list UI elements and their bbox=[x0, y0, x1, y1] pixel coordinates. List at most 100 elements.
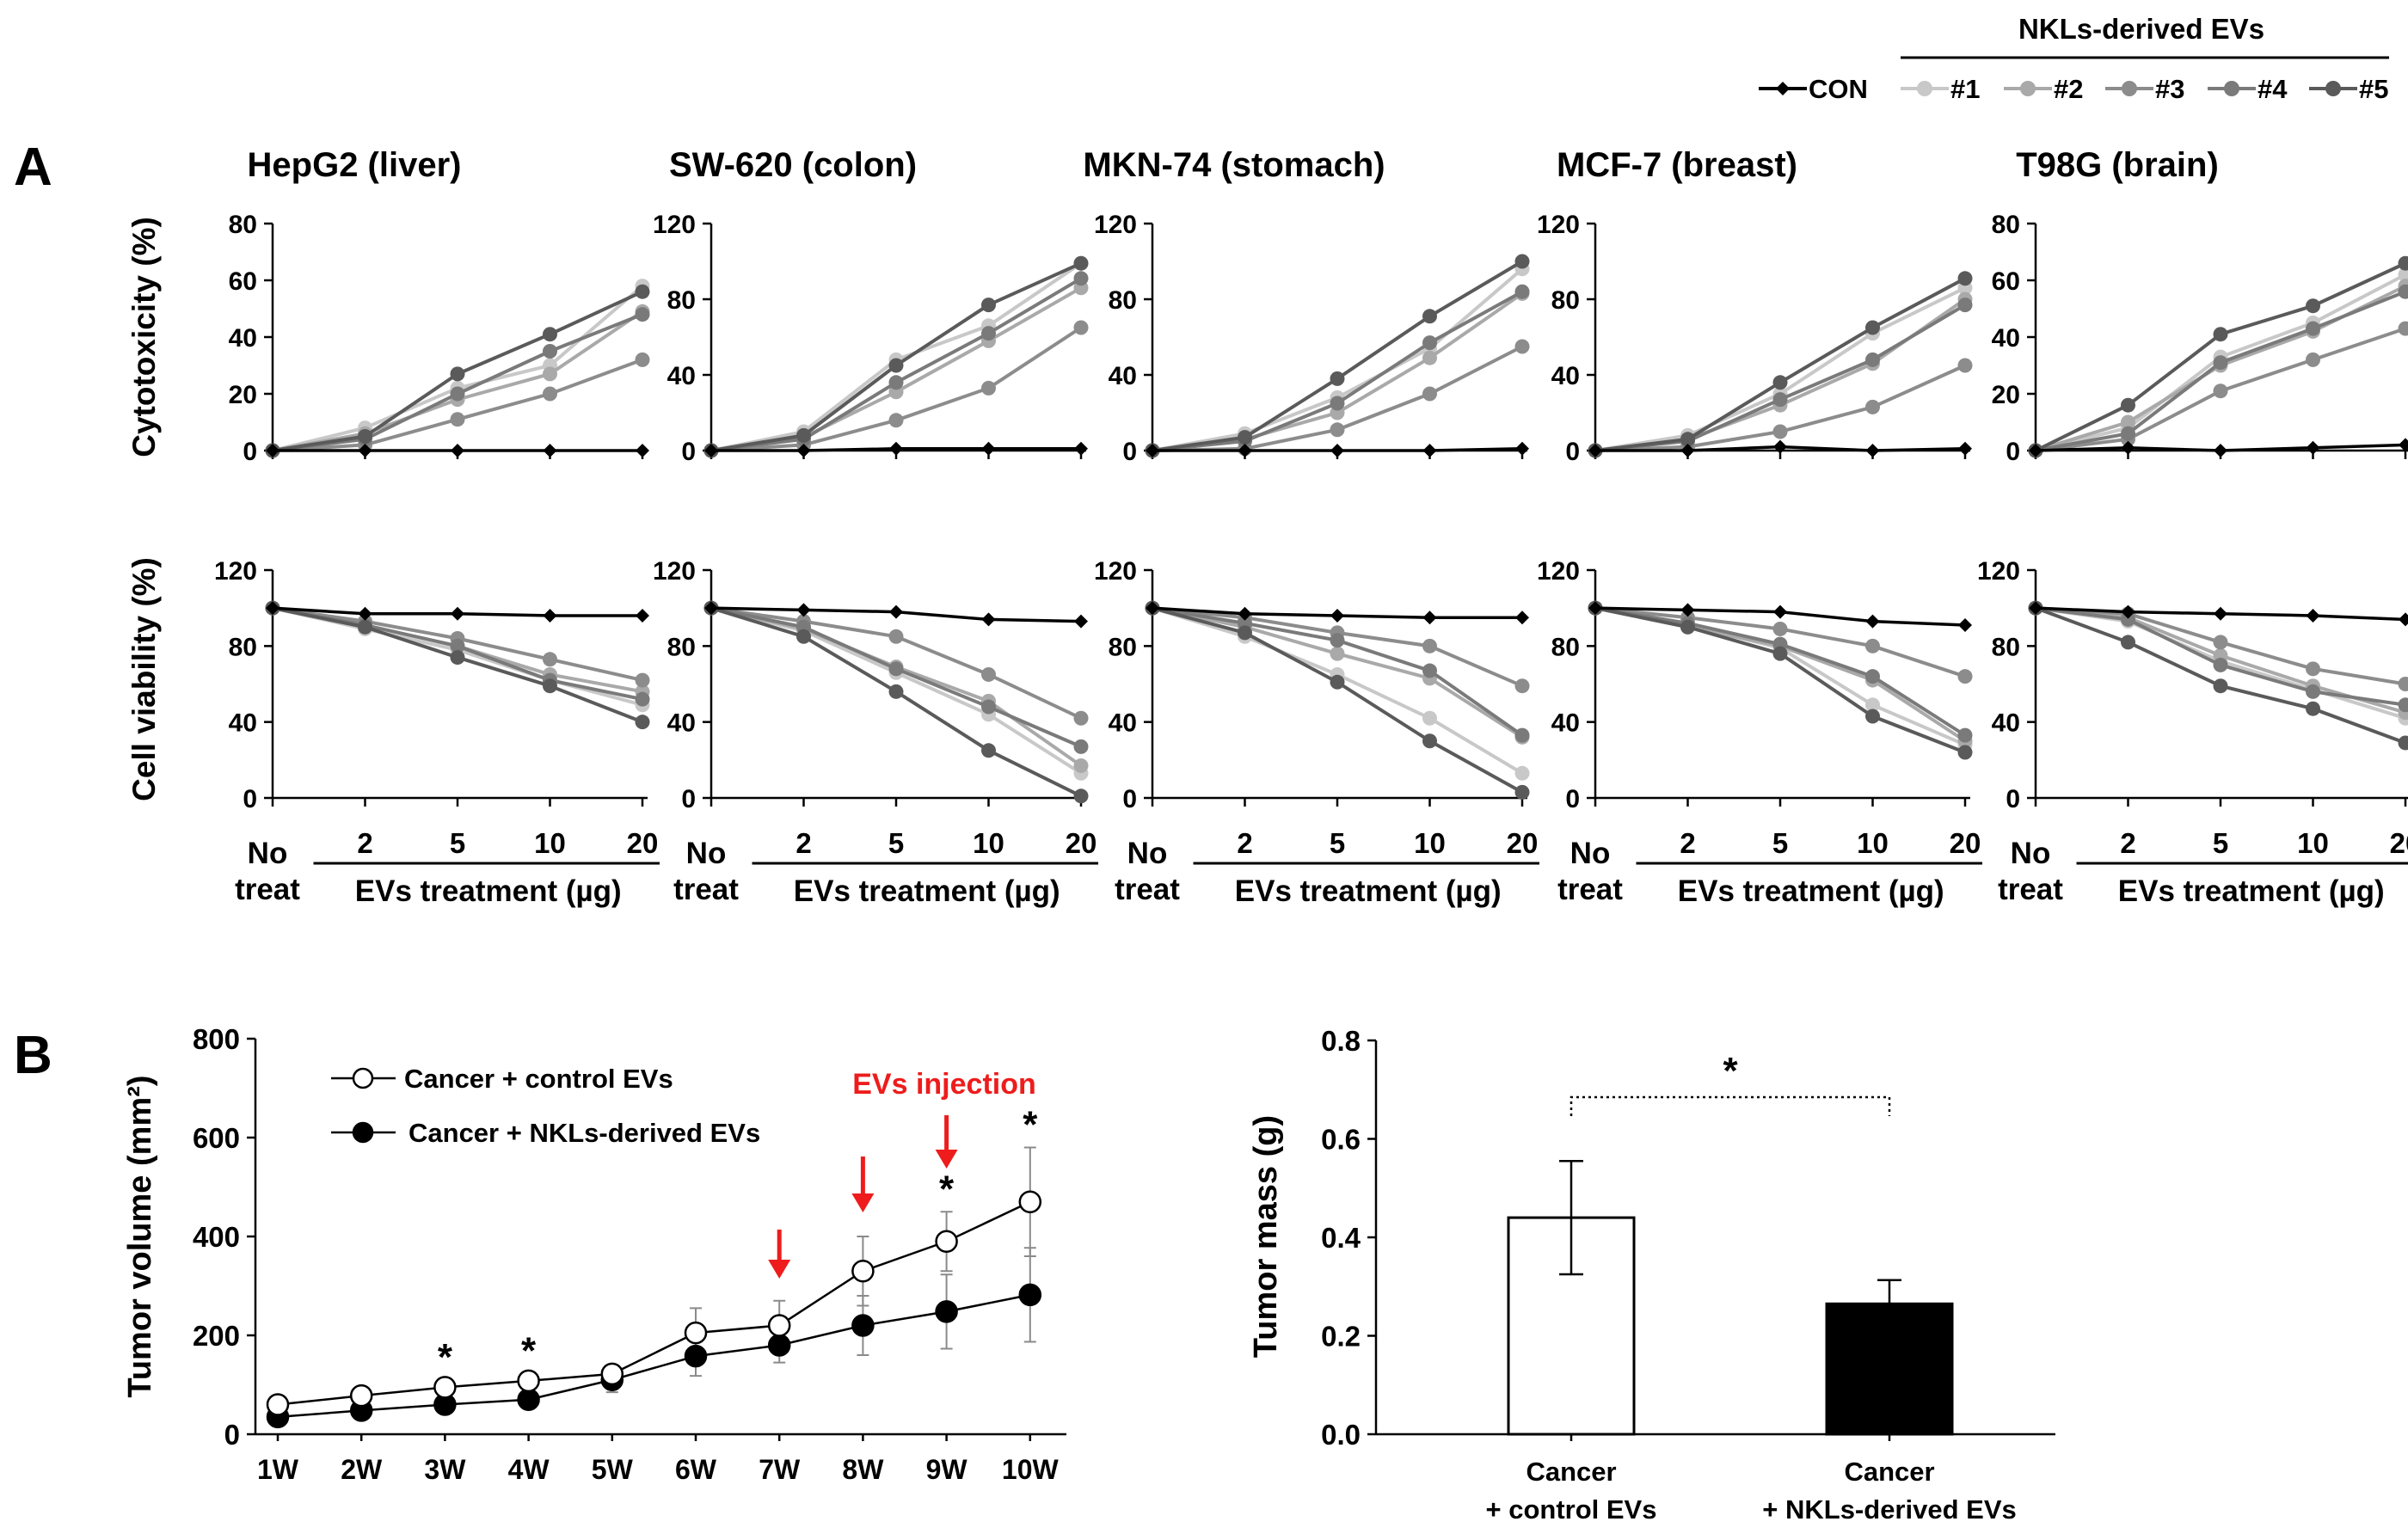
data-point-n5 bbox=[1073, 255, 1089, 271]
legend: NKLs-derived EVs CON #1 #2 #3 #4 #5 bbox=[1759, 13, 2389, 104]
data-point-n4 bbox=[2306, 684, 2320, 699]
data-point-n5 bbox=[1514, 254, 1530, 269]
data-point-CON bbox=[2121, 440, 2135, 455]
x-label-line1: Cancer bbox=[1844, 1457, 1934, 1487]
data-point-n4 bbox=[1073, 271, 1089, 286]
data-point-n5 bbox=[2121, 397, 2135, 413]
data-point-CON bbox=[2306, 440, 2320, 455]
data-point-n3 bbox=[981, 380, 996, 396]
legend-marker bbox=[352, 1121, 374, 1144]
x-label-line1: Cancer bbox=[1526, 1457, 1616, 1487]
data-point-CON bbox=[358, 606, 372, 621]
data-point-n4 bbox=[2121, 611, 2135, 627]
y-tick-label: 600 bbox=[193, 1122, 240, 1154]
significance-star: * bbox=[939, 1168, 955, 1210]
data-point-n3 bbox=[1957, 358, 1973, 373]
data-point-CON bbox=[636, 609, 649, 623]
data-point-n3 bbox=[543, 386, 557, 402]
data-point-n3 bbox=[981, 666, 996, 682]
data-point bbox=[517, 1369, 540, 1393]
y-tick-label: 400 bbox=[193, 1221, 240, 1253]
y-tick-label: 0 bbox=[681, 438, 696, 466]
data-point-CON bbox=[1958, 618, 1972, 633]
tumor-volume-chart: 0 200 400 600 800 1W 2W 3W 4W 5W 6W 7W 8W 9W 10W Tumor … bbox=[122, 1023, 1066, 1485]
x-tick-label: 5 bbox=[2213, 827, 2228, 859]
data-point-n3 bbox=[1422, 386, 1437, 402]
y-tick-label: 200 bbox=[193, 1320, 240, 1352]
y-tick-label: 0 bbox=[2006, 785, 2020, 813]
data-point-n4 bbox=[1330, 633, 1345, 648]
y-tick-label: 80 bbox=[667, 633, 696, 661]
x-tick-label: 4W bbox=[508, 1454, 550, 1485]
x-tick-label: 3W bbox=[424, 1454, 466, 1485]
data-point bbox=[1018, 1190, 1042, 1213]
data-point-CON bbox=[889, 441, 903, 456]
data-point-n3 bbox=[635, 352, 650, 367]
data-point-CON bbox=[2306, 609, 2320, 623]
data-point-n5 bbox=[1957, 271, 1973, 286]
data-point-n5 bbox=[358, 429, 372, 444]
data-point-CON bbox=[1238, 606, 1252, 621]
x-tick-label: 10 bbox=[973, 827, 1004, 859]
significance-star: * bbox=[1723, 1050, 1738, 1092]
y-tick-label: 0.0 bbox=[1321, 1419, 1361, 1451]
x-label-no: No bbox=[1570, 837, 1611, 870]
y-tick-label: 0 bbox=[243, 785, 257, 813]
x-label-no: No bbox=[248, 837, 288, 870]
data-point-n5 bbox=[1422, 733, 1437, 749]
y-tick-label: 40 bbox=[1109, 709, 1137, 738]
subplot-title: T98G (brain) bbox=[2016, 146, 2219, 184]
data-point-n3 bbox=[888, 629, 904, 644]
data-point-n4 bbox=[1772, 392, 1788, 408]
data-point-n5 bbox=[1514, 784, 1530, 800]
y-tick-label: 40 bbox=[1109, 362, 1137, 390]
data-point-n5 bbox=[2398, 735, 2408, 751]
data-point-CON bbox=[1515, 441, 1529, 456]
data-point-n1 bbox=[1865, 697, 1880, 713]
y-tick-label: 80 bbox=[229, 633, 257, 661]
x-group-label: EVs treatment (µg) bbox=[2118, 874, 2385, 908]
x-label-line2: + control EVs bbox=[1486, 1494, 1657, 1525]
data-point-n3 bbox=[2398, 677, 2408, 691]
data-point-n5 bbox=[1957, 745, 1973, 760]
data-point-n2 bbox=[1073, 758, 1089, 773]
data-point-n3 bbox=[1330, 422, 1345, 438]
data-point-CON bbox=[2121, 604, 2135, 619]
y-tick-label: 40 bbox=[229, 324, 257, 353]
y-tick-label: 60 bbox=[229, 267, 257, 296]
subplot-title: MCF-7 (breast) bbox=[1557, 146, 1797, 184]
x-label-no: No bbox=[686, 837, 727, 870]
y-tick-label: 0.6 bbox=[1321, 1124, 1361, 1156]
data-point-CON bbox=[1865, 614, 1880, 629]
data-point-n5 bbox=[1330, 371, 1345, 386]
x-label-treat: treat bbox=[1115, 873, 1180, 906]
data-point-CON bbox=[889, 604, 903, 619]
x-label-treat: treat bbox=[1557, 873, 1623, 906]
data-point-n4 bbox=[2306, 321, 2320, 336]
data-point-n3 bbox=[888, 413, 904, 428]
x-tick-label: 10 bbox=[2297, 827, 2329, 859]
data-point-CON bbox=[981, 612, 996, 627]
data-point-n5 bbox=[2306, 298, 2320, 314]
data-point-n4 bbox=[2398, 697, 2408, 713]
panel-label-b: B bbox=[14, 1026, 52, 1085]
data-point-n5 bbox=[1330, 674, 1345, 690]
x-tick-label: 8W bbox=[842, 1454, 884, 1485]
series-line-n5 bbox=[1152, 260, 1524, 452]
data-point bbox=[684, 1344, 708, 1368]
data-point-CON bbox=[2214, 444, 2227, 457]
data-point-CON bbox=[1330, 444, 1344, 457]
x-label-line2: + NKLs-derived EVs bbox=[1762, 1494, 2016, 1525]
subplot-cytotoxicity-3: MKN-74 (stomach) 0 40 80 120 bbox=[1083, 146, 1530, 466]
data-point-n4 bbox=[1865, 352, 1880, 367]
y-tick-label: 800 bbox=[193, 1023, 240, 1055]
x-tick-label: 20 bbox=[1950, 827, 1981, 859]
data-point-n5 bbox=[2213, 327, 2228, 342]
x-tick-label: 20 bbox=[1066, 827, 1097, 859]
x-label-no: No bbox=[2011, 837, 2051, 870]
data-point-n5 bbox=[543, 327, 557, 342]
data-point-CON bbox=[1958, 441, 1972, 456]
data-point bbox=[935, 1300, 958, 1323]
y-tick-label: 0.8 bbox=[1321, 1025, 1361, 1057]
legend-marker-circle bbox=[1917, 81, 1932, 96]
